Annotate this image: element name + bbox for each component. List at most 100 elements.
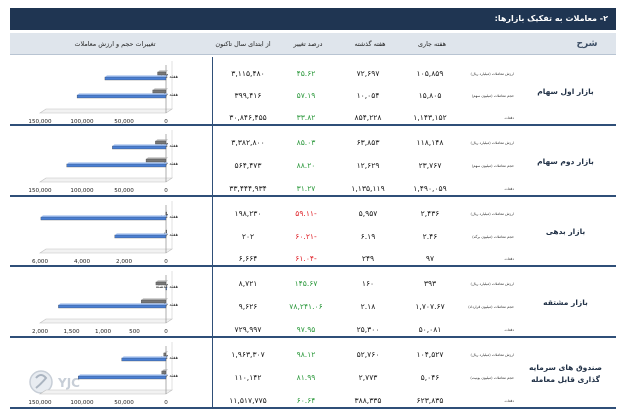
x-tick-label: 500 <box>129 329 140 335</box>
x-tick-label: 50,000 <box>114 119 134 125</box>
value-last-week: ۳۸۸,۳۳۵ <box>354 396 382 405</box>
value-last-week: ۲,۷۷۳ <box>358 373 378 382</box>
value-last-week: ۱۶۰ <box>361 279 375 288</box>
bar-top-face <box>40 215 168 217</box>
column-divider <box>212 197 213 265</box>
value-ytd: ۱,۹۶۳,۳۰۷ <box>231 350 265 359</box>
value-current-week: ۱۰۵,۸۵۹ <box>416 69 444 78</box>
bar-top-face <box>66 162 168 164</box>
value-current-week: ۳۹۳ <box>423 279 437 288</box>
metric-label: دفعات <box>504 399 514 403</box>
x-tick-label: 150,000 <box>28 400 52 406</box>
bar-top-face <box>146 157 168 159</box>
value-current-week: ۲۳,۷۶۷ <box>418 161 442 170</box>
bar-series-b <box>114 234 167 239</box>
bar-top-face <box>121 356 168 358</box>
value-change-pct: ۶۰.۶۴ <box>296 396 316 405</box>
value-ytd: ۱۱۰,۱۴۲ <box>234 373 262 382</box>
market-row: بازار بدهی ارزش معاملات (میلیارد ریال) ۲,۴… <box>10 197 616 267</box>
row-separator <box>10 336 616 338</box>
row-separator <box>10 265 616 267</box>
bar-series-a <box>141 299 167 304</box>
header-ytd: از ابتدای سال تاکنون <box>215 40 271 48</box>
value-ytd: ۱۱,۵۱۷,۷۷۵ <box>229 396 267 405</box>
column-divider <box>212 267 213 336</box>
row-separator <box>10 124 616 126</box>
bar-top-face <box>155 280 168 282</box>
bar-chart: 150,000 100,000 50,000 0 هفته گذشته هفته جاری <box>28 342 179 406</box>
bar-top-face <box>165 285 168 287</box>
value-last-week: ۵۲,۷۶۰ <box>356 350 380 359</box>
x-tick-label: 50,000 <box>114 400 134 406</box>
value-current-week: ۱۱۸,۱۴۸ <box>416 138 444 147</box>
metric-label: حجم معاملات (میلیون قرارداد) <box>468 305 514 309</box>
value-change-pct: ۳۳.۸۲ <box>296 113 316 122</box>
bar-top-face <box>77 93 168 95</box>
metric-label: دفعات <box>504 257 514 261</box>
category-label: هفته جاری <box>158 93 179 98</box>
value-change-pct: ۳۱.۲۷ <box>296 184 316 193</box>
value-change-pct: ۴۵.۶۲ <box>296 69 316 78</box>
value-change-pct: ۸۱.۹۹ <box>296 373 316 382</box>
bar-top-face <box>161 369 168 371</box>
bar-top-face <box>165 228 168 230</box>
value-change-pct: ۸۵.۰۳ <box>296 138 316 147</box>
value-current-week: ۵۰,۰۸۱ <box>418 325 442 334</box>
x-tick-label: 6,000 <box>32 259 48 265</box>
category-label: هفته گذشته <box>156 354 179 361</box>
metric-label: ارزش معاملات (میلیارد ریال) <box>470 72 514 76</box>
chart-floor <box>39 108 173 114</box>
bar-series-b <box>40 216 167 221</box>
x-tick-label: 0 <box>164 119 168 125</box>
category-label: هفته گذشته <box>156 283 179 290</box>
bar-series-b <box>165 286 167 291</box>
chart-floor <box>39 389 173 395</box>
value-change-pct: -۵۹.۱۱ <box>295 209 317 218</box>
market-name: بازار اول سهام <box>537 86 594 96</box>
x-tick-label: 0 <box>164 188 168 194</box>
value-current-week: ۱,۴۹۰,۰۵۹ <box>413 184 447 193</box>
market-name: بازار بدهی <box>545 227 586 236</box>
metric-label: ارزش معاملات (میلیارد ریال) <box>470 212 514 216</box>
market-name: صندوق های سرمایه گذاری قابل معامله <box>529 362 602 384</box>
value-ytd: ۱۹۸,۲۳۰ <box>234 209 262 218</box>
header-chart-title: تغییرات حجم و ارزش معاملات <box>74 40 156 48</box>
bar-series-b <box>66 163 167 168</box>
value-ytd: ۹,۶۲۶ <box>238 302 258 311</box>
bar-series-a <box>165 229 167 234</box>
value-current-week: ۲.۴۶ <box>422 232 438 241</box>
metric-label: ارزش معاملات (میلیارد ریال) <box>470 353 514 357</box>
value-change-pct: -۶۰.۲۱ <box>295 232 317 241</box>
value-last-week: ۶۳,۸۵۳ <box>356 138 380 147</box>
value-current-week: ۱,۱۴۳,۱۵۲ <box>413 113 447 122</box>
market-name: بازار مشتقه <box>543 297 588 307</box>
value-last-week: ۲.۱۸ <box>360 302 376 311</box>
column-divider <box>212 338 213 407</box>
x-tick-label: 0 <box>164 400 168 406</box>
metric-label: حجم معاملات (میلیون برگه) <box>472 235 514 239</box>
bar-top-face <box>163 351 168 353</box>
bar-series-b <box>121 357 167 362</box>
category-label: هفته گذشته <box>156 73 179 80</box>
bar-series-b <box>78 375 167 380</box>
bar-series-a <box>155 281 167 286</box>
value-change-pct: ۸۸.۲۰ <box>296 161 316 170</box>
category-label: هفته گذشته <box>156 213 179 220</box>
value-ytd: ۳۰,۸۴۶,۴۵۵ <box>229 113 267 122</box>
x-tick-label: 150,000 <box>28 188 52 194</box>
metric-label: دفعات <box>504 328 514 332</box>
value-last-week: ۶.۱۹ <box>360 232 376 241</box>
value-change-pct: ۷۸,۲۴۱.۰۶ <box>289 302 323 311</box>
metric-label: حجم معاملات (میلیون سهم) <box>471 164 514 168</box>
bar-top-face <box>114 233 168 235</box>
x-tick-label: 100,000 <box>70 119 94 125</box>
value-ytd: ۳۹۹,۴۱۶ <box>234 91 262 100</box>
x-tick-label: 2,000 <box>32 329 48 335</box>
value-change-pct: ۱۴۵.۶۷ <box>294 279 318 288</box>
header-last-week: هفته گذشته <box>354 40 386 48</box>
category-label: هفته گذشته <box>156 142 179 149</box>
value-current-week: ۲,۴۳۶ <box>420 209 440 218</box>
value-last-week: ۵,۹۵۷ <box>358 209 378 218</box>
bar-series-a <box>157 71 167 76</box>
x-tick-label: 50,000 <box>114 188 134 194</box>
